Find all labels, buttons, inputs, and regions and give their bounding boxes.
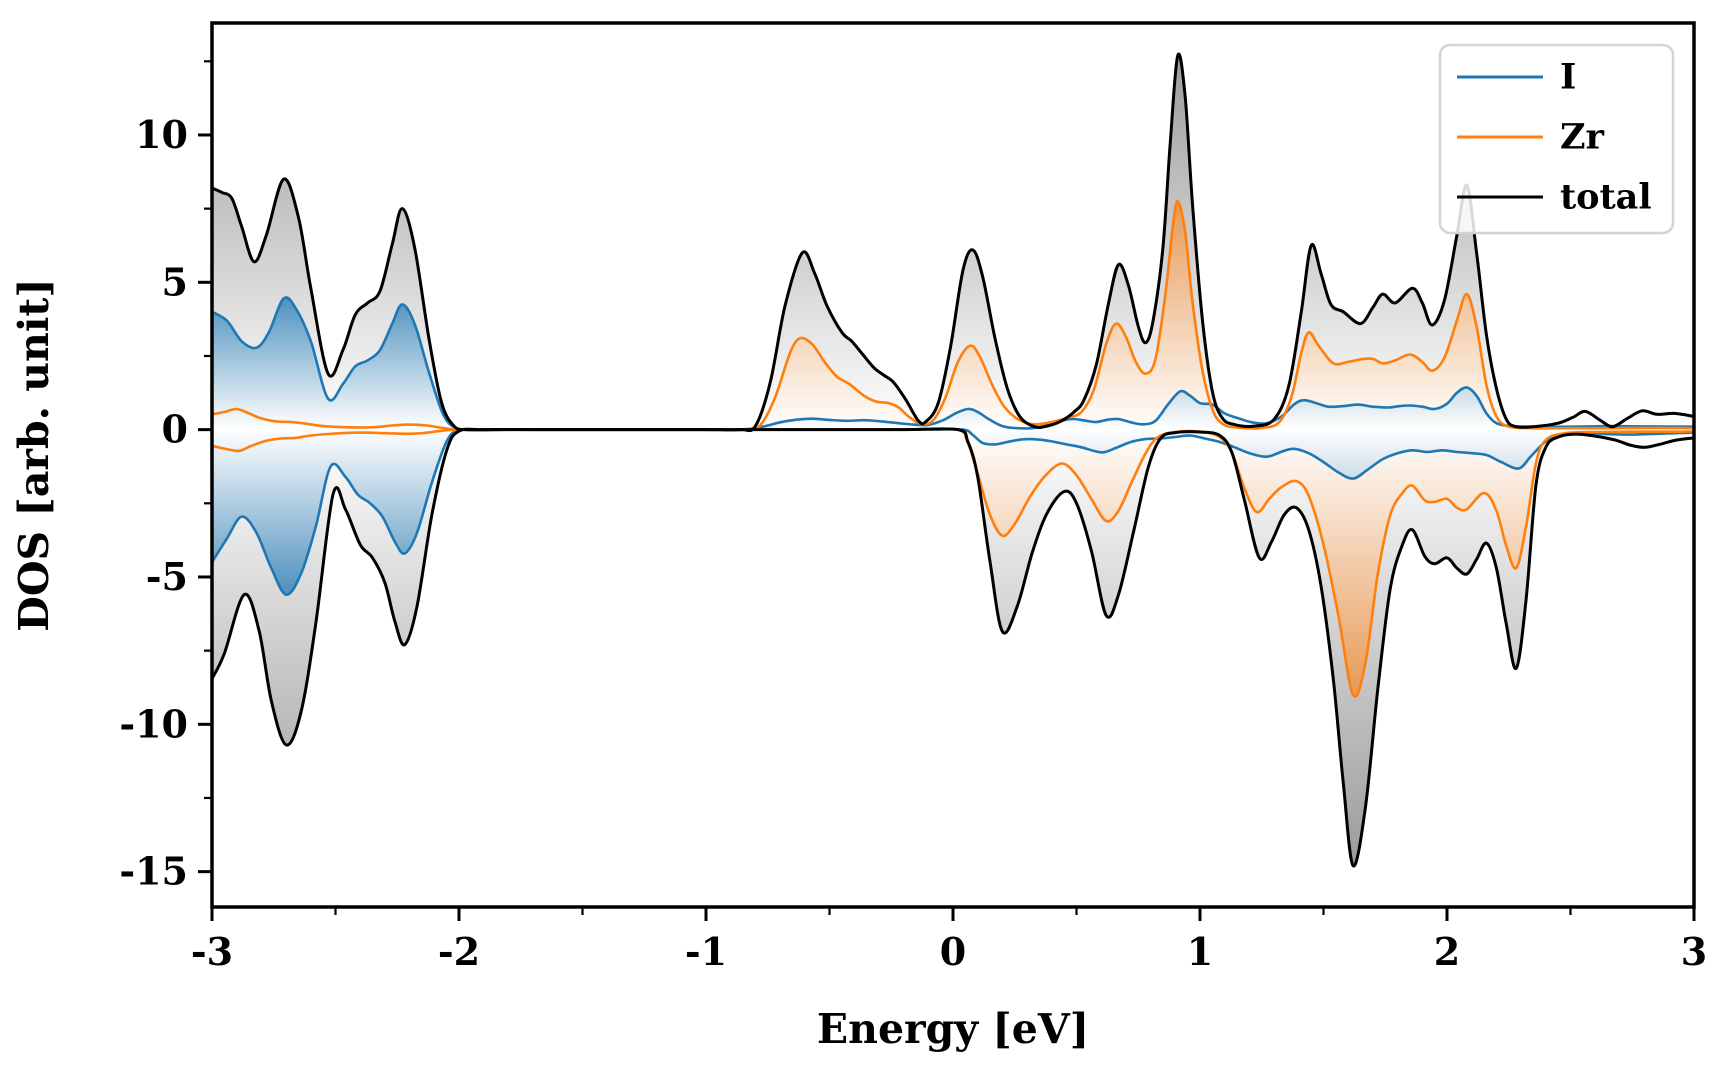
legend-label-total: total	[1560, 177, 1652, 218]
y-tick-label: 10	[135, 112, 188, 157]
legend-box	[1438, 43, 1675, 235]
total-curve-down	[210, 427, 1696, 868]
legend-label-i: I	[1560, 57, 1576, 98]
legend-label-zr: Zr	[1560, 117, 1605, 158]
x-axis-label: Energy [eV]	[817, 1005, 1089, 1053]
x-tick-label: 0	[940, 929, 966, 974]
x-tick-label: -2	[438, 929, 480, 974]
series-fills	[212, 54, 1694, 867]
y-tick-label: 0	[162, 407, 188, 452]
y-axis-label: DOS [arb. unit]	[10, 278, 58, 631]
x-tick-label: -1	[685, 929, 727, 974]
x-tick-label: 3	[1681, 929, 1707, 974]
y-tick-label: 5	[162, 259, 188, 304]
total-curve-up	[210, 52, 1696, 433]
x-tick-label: 1	[1187, 929, 1213, 974]
x-tick-label: 2	[1434, 929, 1460, 974]
y-tick-label: -10	[119, 701, 188, 746]
series-lines	[210, 52, 1696, 868]
y-tick-label: -5	[146, 554, 188, 599]
i-curve-down	[210, 427, 1696, 596]
x-tick-label: -3	[191, 929, 233, 974]
legend: I Zr total	[1438, 43, 1675, 235]
y-tick-label: -15	[119, 849, 188, 894]
zr-curve-down	[210, 427, 1696, 698]
i-fill	[212, 297, 1694, 595]
